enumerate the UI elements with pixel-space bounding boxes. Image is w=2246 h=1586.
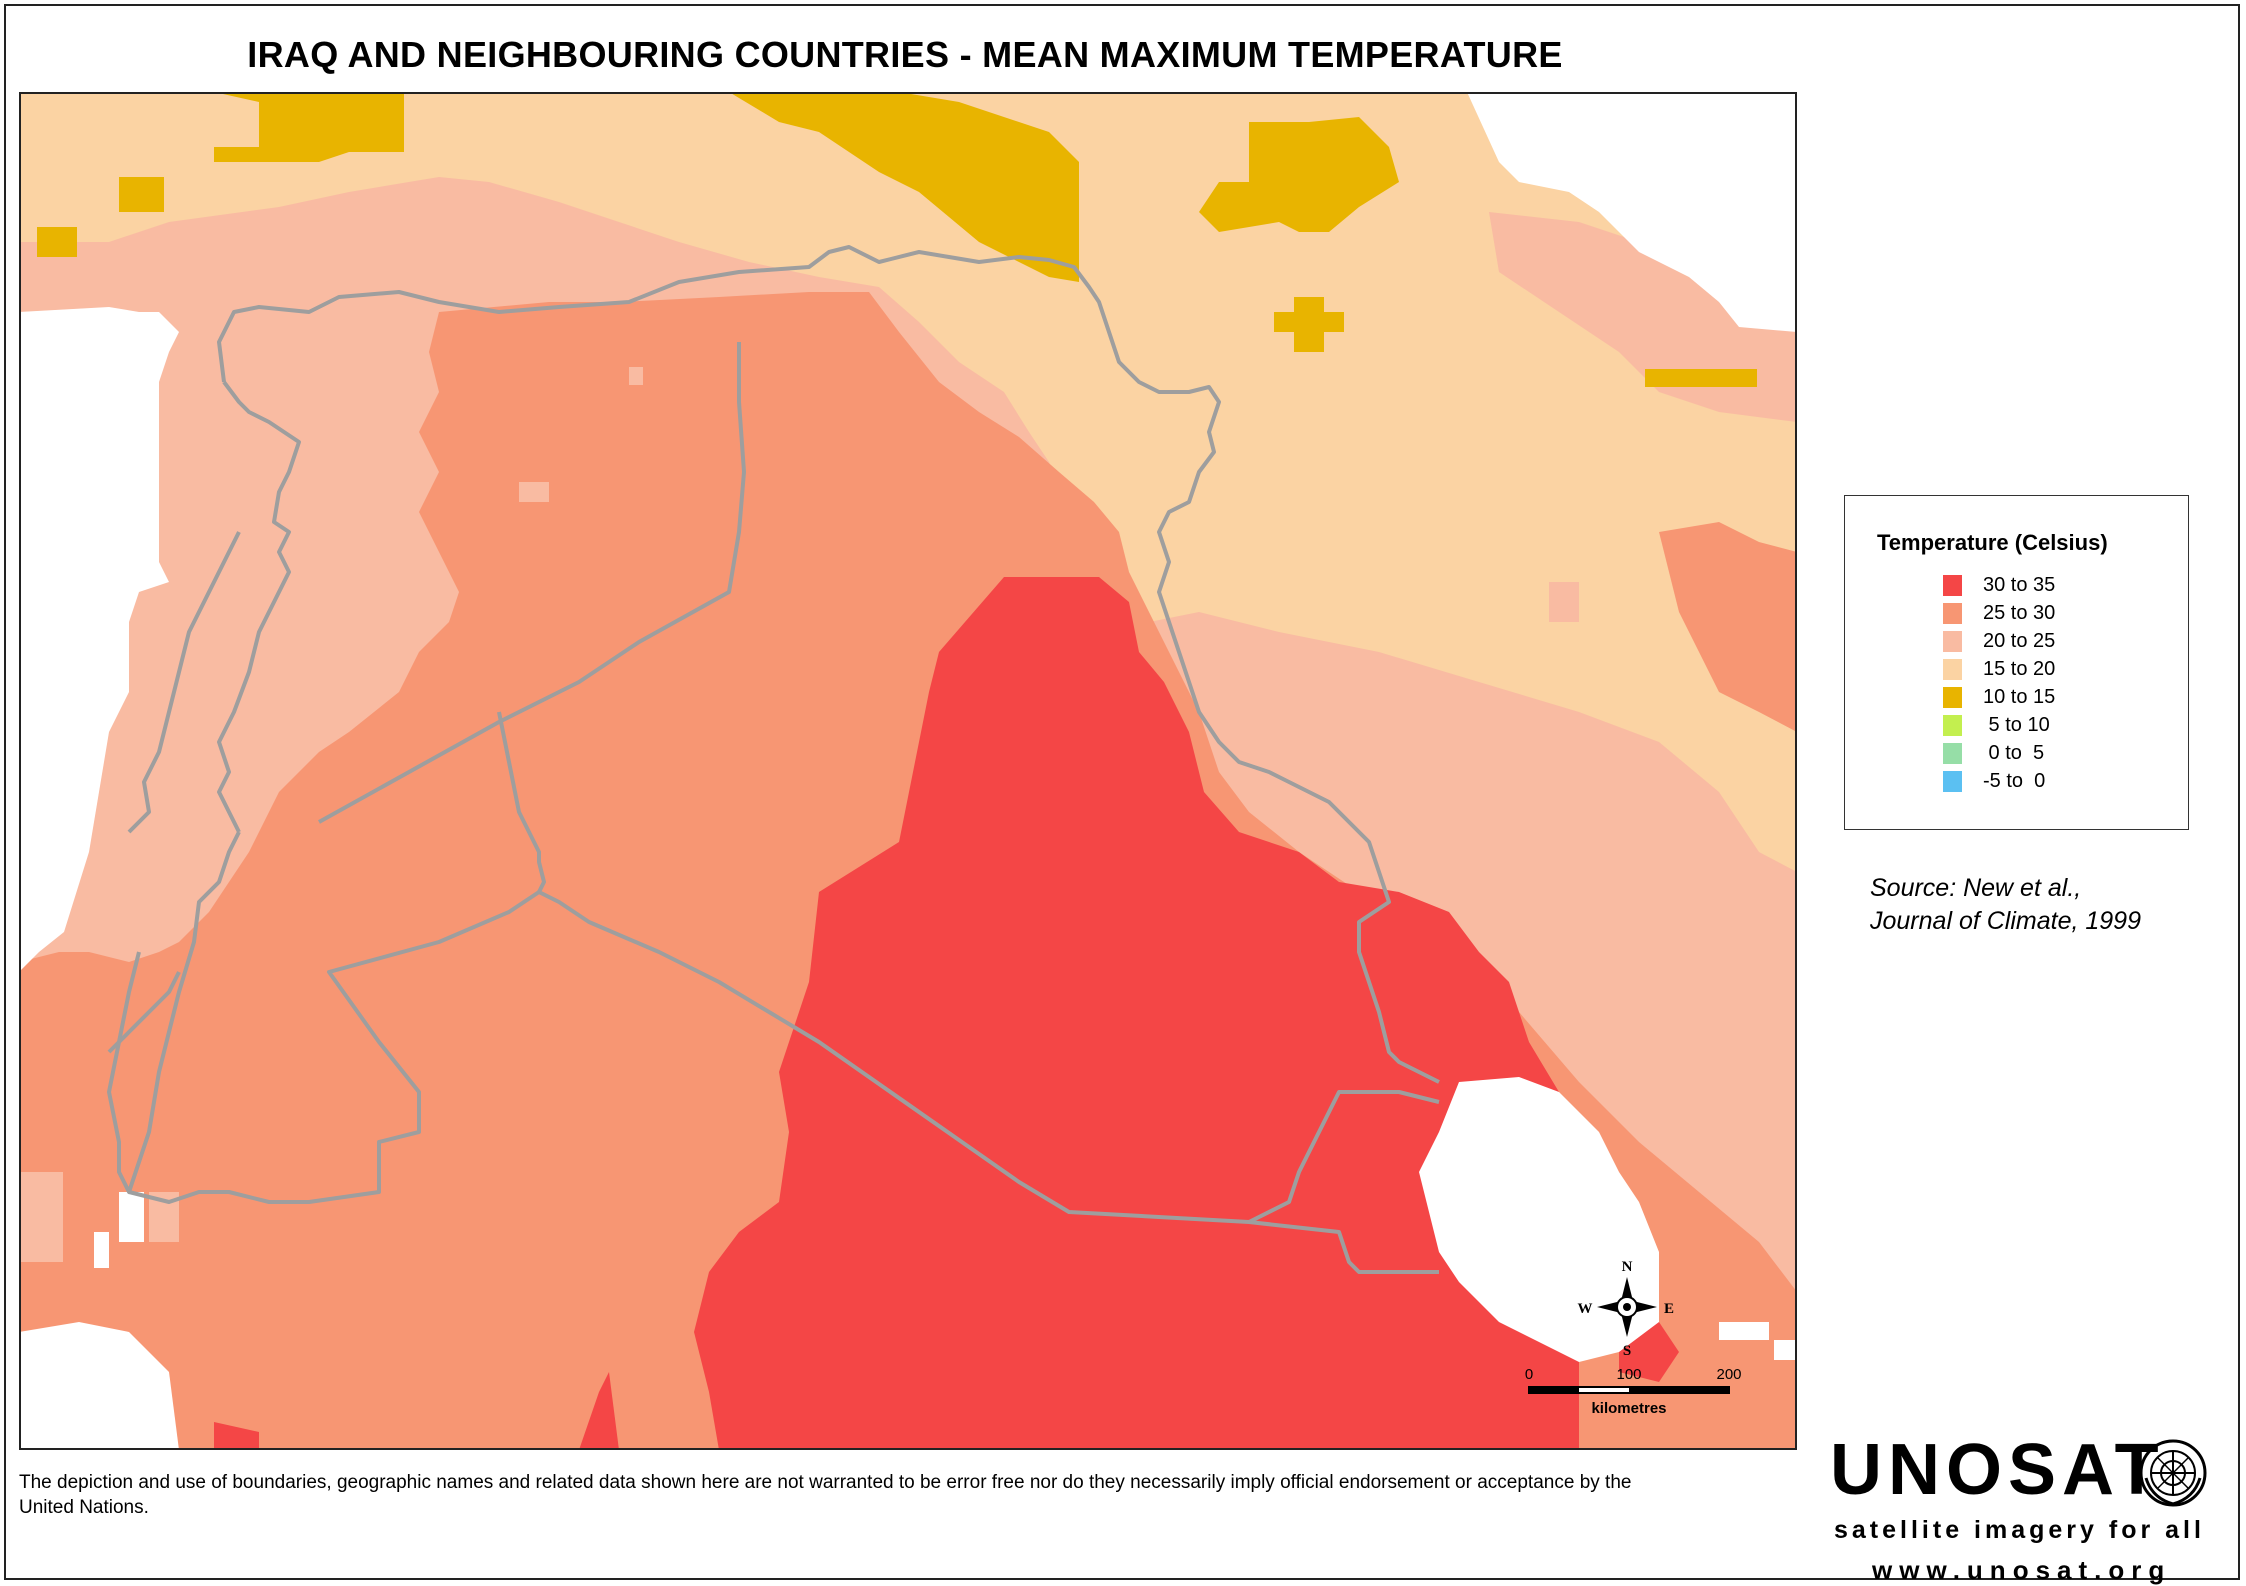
legend-item: 5 to 10 xyxy=(1943,714,2050,736)
persian-gulf xyxy=(1419,1077,1659,1362)
zone-20-25-patches xyxy=(19,367,1579,1262)
border-jordan-iraq xyxy=(497,711,1440,1224)
legend-swatch xyxy=(1943,770,1962,792)
compass-rose: N S W E xyxy=(1578,1259,1675,1359)
legend-label: 5 to 10 xyxy=(1983,713,2050,736)
compass-north: N xyxy=(1622,1259,1633,1275)
scale-tick-100: 100 xyxy=(1616,1366,1641,1383)
legend-swatch xyxy=(1943,602,1962,624)
mediterranean-sea xyxy=(19,307,179,972)
page-frame xyxy=(4,4,2240,1580)
legend-item: 25 to 30 xyxy=(1943,602,2055,624)
legend-item: 30 to 35 xyxy=(1943,574,2055,596)
border-turkey-syria-iraq xyxy=(217,245,1440,1084)
legend-item: 15 to 20 xyxy=(1943,658,2055,680)
map-frame xyxy=(19,92,1797,1450)
disclaimer: The depiction and use of boundaries, geo… xyxy=(19,1472,1632,1518)
legend-label: 30 to 35 xyxy=(1983,573,2056,596)
legend-swatch xyxy=(1943,714,1962,736)
country-borders xyxy=(107,245,1440,1274)
compass-west: W xyxy=(1578,1301,1593,1317)
logo-wordmark: UNOSAT xyxy=(1830,1430,2165,1510)
source-line-2: Journal of Climate, 1999 xyxy=(1870,907,2141,935)
source-line-1: Source: New et al., xyxy=(1870,874,2082,902)
un-emblem-icon xyxy=(2139,1439,2207,1507)
legend-label: 20 to 25 xyxy=(1983,629,2056,652)
border-lebanon-israel xyxy=(217,380,301,833)
legend-label: -5 to 0 xyxy=(1983,769,2046,792)
legend-item: -5 to 0 xyxy=(1943,770,2045,792)
legend-label: 15 to 20 xyxy=(1983,657,2056,680)
temperature-map[interactable]: N S W E 0 100 200 kilometres xyxy=(19,92,1797,1450)
zone-10-15 xyxy=(37,92,1757,387)
logo-url[interactable]: www.unosat.org xyxy=(1872,1555,2172,1585)
legend-swatch xyxy=(1943,630,1962,652)
border-west-bank xyxy=(107,971,181,1054)
scale-tick-0: 0 xyxy=(1525,1366,1533,1383)
unosat-logo[interactable]: UNOSAT satellite imagery for all www.uno… xyxy=(1830,1430,2230,1585)
scale-tick-200: 200 xyxy=(1716,1366,1741,1383)
legend: Temperature (Celsius) 30 to 35 25 to 30 … xyxy=(1844,495,2189,830)
legend-item: 0 to 5 xyxy=(1943,742,2044,764)
legend-label: 10 to 15 xyxy=(1983,685,2056,708)
border-israel-jordan xyxy=(107,831,241,1194)
legend-swatch xyxy=(1943,742,1962,764)
legend-label: 0 to 5 xyxy=(1983,741,2045,764)
scale-unit: kilometres xyxy=(1591,1400,1666,1417)
border-syria-iraq xyxy=(318,342,746,824)
border-jordan-saudi xyxy=(128,890,541,1204)
legend-swatch xyxy=(1943,574,1962,596)
compass-south: S xyxy=(1623,1343,1631,1359)
water-areas xyxy=(19,92,1797,1450)
scale-bar: 0 100 200 kilometres xyxy=(1525,1366,1742,1417)
compass-east: E xyxy=(1664,1301,1674,1317)
source-citation: Source: New et al., Journal of Climate, … xyxy=(1870,872,2141,938)
border-coast-israel xyxy=(127,531,241,834)
red-sea xyxy=(19,1322,179,1450)
map-title: IRAQ AND NEIGHBOURING COUNTRIES - MEAN M… xyxy=(247,34,1563,75)
legend-item: 20 to 25 xyxy=(1943,630,2055,652)
legend-title: Temperature (Celsius) xyxy=(1877,530,2108,555)
legend-item: 10 to 15 xyxy=(1943,686,2055,708)
caspian-sea xyxy=(1467,92,1797,332)
legend-label: 25 to 30 xyxy=(1983,601,2056,624)
legend-swatch xyxy=(1943,658,1962,680)
logo-tagline: satellite imagery for all xyxy=(1834,1516,2205,1544)
border-iraq-saudi-kuwait xyxy=(1248,1220,1439,1274)
legend-swatch xyxy=(1943,686,1962,708)
